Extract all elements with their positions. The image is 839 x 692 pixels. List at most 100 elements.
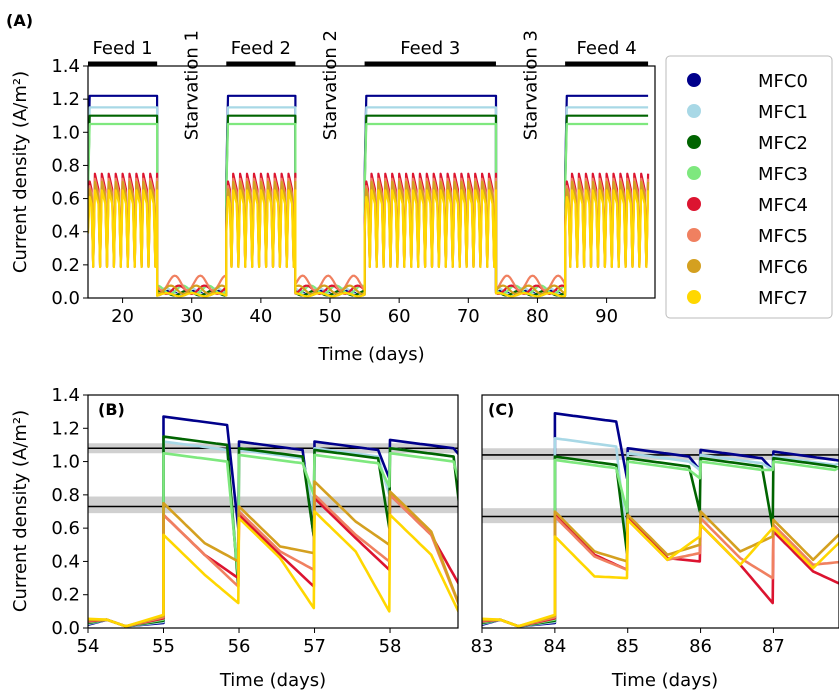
legend-marker-mfc2 (687, 135, 701, 149)
panel-b-chart: 54 55 56 57 58 0.0 0.2 0.4 0.6 0.8 1.0 1.2 1.4 Curre… (10, 385, 459, 691)
x-tick-label: 85 (616, 636, 639, 657)
panel-a-y-axis-label: Current density (A/m²) (10, 71, 31, 273)
series-line-mfc6 (482, 510, 839, 628)
legend-marker-mfc4 (687, 197, 701, 211)
x-tick-label: 56 (228, 636, 251, 657)
panel-label-c: (C) (488, 400, 514, 419)
y-tick-label: 0.2 (51, 585, 80, 606)
panel-a-plot-area: 20 30 40 50 60 70 80 90 0.0 0.2 0.4 0.6 0.8 1.0 1.2 1.4… (51, 30, 656, 327)
panel-a-chart: 20 30 40 50 60 70 80 90 0.0 0.2 0.4 0.6 0.8 1.0 1.2 1.4… (10, 30, 656, 365)
panel-c-x-axis-label: Time (days) (611, 670, 718, 691)
series-line-mfc4 (88, 493, 458, 628)
phase-label-feed-1: Feed 1 (93, 38, 153, 59)
x-tick-label: 55 (152, 636, 175, 657)
phase-label-feed-2: Feed 2 (231, 38, 291, 59)
series-line-mfc5 (482, 515, 839, 628)
legend-marker-mfc3 (687, 166, 701, 180)
x-tick-label: 50 (319, 306, 342, 327)
y-tick-label: 0.6 (51, 189, 80, 210)
reference-band (482, 508, 839, 524)
x-tick-label: 54 (77, 636, 100, 657)
legend-marker-mfc6 (687, 259, 701, 273)
y-tick-label: 1.2 (51, 418, 80, 439)
panel-series-group (482, 412, 839, 628)
y-tick-label: 0.8 (51, 485, 80, 506)
phase-label-feed-3: Feed 3 (400, 38, 460, 59)
y-tick-label: 1.0 (51, 452, 80, 473)
x-tick-label: 70 (457, 306, 480, 327)
y-tick-label: 0.4 (51, 551, 80, 572)
x-tick-label: 83 (471, 636, 494, 657)
legend-label-mfc4: MFC4 (758, 195, 808, 216)
legend: MFC0 MFC1 MFC2 MFC3 MFC4 MFC5 MFC6 MFC7 (665, 55, 833, 319)
legend-label-mfc0: MFC0 (758, 71, 808, 92)
reference-band (88, 496, 458, 514)
legend-label-mfc3: MFC3 (758, 164, 808, 185)
series-line-mfc4 (88, 172, 650, 295)
x-tick-label: 58 (379, 636, 402, 657)
y-tick-label: 0.0 (51, 288, 80, 309)
legend-label-mfc5: MFC5 (758, 226, 808, 247)
x-tick-label: 86 (689, 636, 712, 657)
phase-label-starvation-1: Starvation 1 (182, 30, 203, 140)
plot-frame (87, 394, 459, 629)
legend-marker-mfc5 (687, 228, 701, 242)
panel-b-plot-area: 54 55 56 57 58 0.0 0.2 0.4 0.6 0.8 1.0 1.2 1.4 (51, 385, 459, 657)
legend-label-mfc2: MFC2 (758, 133, 808, 154)
series-line-mfc3 (88, 452, 458, 628)
legend-marker-mfc1 (687, 104, 701, 118)
series-line-mfc7 (88, 510, 458, 628)
legend-label-mfc6: MFC6 (758, 257, 808, 278)
panel-a-x-axis-label: Time (days) (317, 344, 424, 365)
phase-label-starvation-3: Starvation 3 (521, 30, 542, 140)
legend-label-mfc1: MFC1 (758, 102, 808, 123)
plot-frame (87, 65, 656, 299)
x-tick-label: 20 (111, 306, 134, 327)
panel-b-y-axis-label: Current density (A/m²) (10, 410, 31, 612)
panel-label-a: (A) (6, 11, 33, 30)
series-line-mfc6 (88, 480, 458, 628)
series-line-mfc2 (88, 435, 458, 628)
y-tick-label: 1.0 (51, 122, 80, 143)
y-tick-label: 0.8 (51, 155, 80, 176)
panel-series-group (88, 415, 458, 628)
series-line-mfc0 (482, 412, 839, 628)
legend-marker-mfc7 (687, 290, 701, 304)
y-tick-label: 0.6 (51, 518, 80, 539)
series-line-mfc7 (88, 189, 650, 298)
panel-a-series-group (88, 94, 650, 298)
series-line-mfc1 (482, 437, 839, 628)
y-tick-label: 1.4 (51, 385, 80, 406)
series-line-mfc5 (88, 177, 650, 292)
legend-marker-mfc0 (687, 73, 701, 87)
legend-label-mfc7: MFC7 (758, 288, 808, 309)
panel-c-chart: 83 84 85 86 87 Time (days) (471, 394, 839, 691)
y-tick-label: 0.2 (51, 255, 80, 276)
y-tick-label: 1.2 (51, 89, 80, 110)
series-line-mfc2 (482, 455, 839, 628)
phase-label-starvation-2: Starvation 2 (320, 30, 341, 140)
x-tick-label: 87 (762, 636, 785, 657)
plot-frame (481, 394, 839, 629)
x-tick-label: 57 (303, 636, 326, 657)
y-tick-label: 1.4 (51, 56, 80, 77)
x-tick-label: 40 (249, 306, 272, 327)
panel-label-b: (B) (98, 400, 125, 419)
panel-b-x-axis-label: Time (days) (219, 670, 326, 691)
series-line-mfc3 (482, 458, 839, 628)
legend-box (665, 55, 833, 319)
y-tick-label: 0.4 (51, 222, 80, 243)
x-tick-label: 80 (526, 306, 549, 327)
x-tick-label: 30 (180, 306, 203, 327)
panel-c-plot-area: 83 84 85 86 87 (471, 394, 839, 657)
reference-band (482, 448, 839, 460)
series-line-mfc7 (482, 518, 839, 628)
phase-label-feed-4: Feed 4 (577, 38, 637, 59)
x-tick-label: 90 (595, 306, 618, 327)
x-tick-label: 60 (388, 306, 411, 327)
x-tick-label: 84 (543, 636, 566, 657)
series-line-mfc6 (88, 180, 650, 295)
y-tick-label: 0.0 (51, 618, 80, 639)
series-line-mfc5 (88, 493, 458, 628)
